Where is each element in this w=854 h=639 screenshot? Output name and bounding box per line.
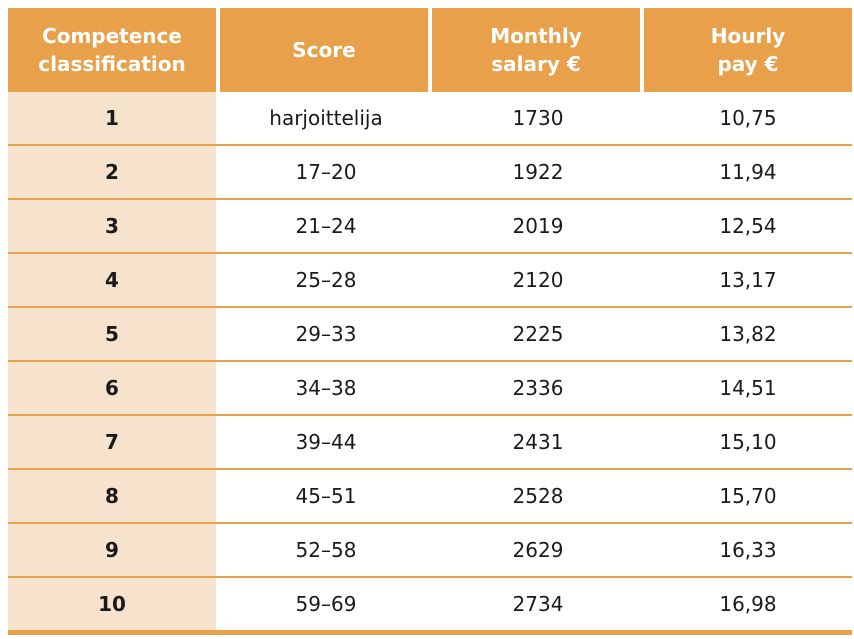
table-row: 10 59–69 2734 16,98 xyxy=(8,578,852,635)
table-row: 8 45–51 2528 15,70 xyxy=(8,470,852,524)
table-row: 5 29–33 2225 13,82 xyxy=(8,308,852,362)
table-cell: 2528 xyxy=(512,484,564,508)
table-cell: 1922 xyxy=(512,160,564,184)
table-cell: 6 xyxy=(8,362,216,414)
table-cell: 17–20 xyxy=(295,160,357,184)
table-cell: 1 xyxy=(8,92,216,144)
table-row: 6 34–38 2336 14,51 xyxy=(8,362,852,416)
table-cell: 13,82 xyxy=(719,322,777,346)
table-cell: 2336 xyxy=(512,376,564,400)
table-cell: 13,17 xyxy=(719,268,777,292)
table-cell: 16,33 xyxy=(719,538,777,562)
table-cell: 4 xyxy=(8,254,216,306)
table-cell: harjoittelija xyxy=(269,106,383,130)
table-cell: 34–38 xyxy=(295,376,357,400)
table-cell: 2734 xyxy=(512,592,564,616)
table-cell: 59–69 xyxy=(295,592,357,616)
table-cell: 45–51 xyxy=(295,484,357,508)
table-cell: 1730 xyxy=(512,106,564,130)
table-row: 1 harjoittelija 1730 10,75 xyxy=(8,92,852,146)
table-cell: 39–44 xyxy=(295,430,357,454)
header-row: Competence classification Score Monthly … xyxy=(8,8,852,92)
table-cell: 14,51 xyxy=(719,376,777,400)
table-cell: 12,54 xyxy=(719,214,777,238)
table-cell: 16,98 xyxy=(719,592,777,616)
table-cell: 5 xyxy=(8,308,216,360)
table-row: 4 25–28 2120 13,17 xyxy=(8,254,852,308)
table-cell: 29–33 xyxy=(295,322,357,346)
table-cell: 52–58 xyxy=(295,538,357,562)
table-cell: 15,10 xyxy=(719,430,777,454)
table-cell: 21–24 xyxy=(295,214,357,238)
table-cell: 2629 xyxy=(512,538,564,562)
table-body: 1 harjoittelija 1730 10,75 2 17–20 1922 11,94 3 2… xyxy=(8,92,852,635)
table-row: 2 17–20 1922 11,94 xyxy=(8,146,852,200)
header-text: Hourly pay € xyxy=(710,24,786,76)
table-cell: 2019 xyxy=(512,214,564,238)
table-cell: 2431 xyxy=(512,430,564,454)
table-row: 9 52–58 2629 16,33 xyxy=(8,524,852,578)
table-cell: 2 xyxy=(8,146,216,198)
header-cell: Hourly pay € xyxy=(644,8,852,92)
header-text: Competence classification xyxy=(38,24,186,76)
table-row: 3 21–24 2019 12,54 xyxy=(8,200,852,254)
table-cell: 2120 xyxy=(512,268,564,292)
table-cell: 7 xyxy=(8,416,216,468)
header-text: Score xyxy=(292,38,356,62)
table-cell: 2225 xyxy=(512,322,564,346)
header-cell: Competence classification xyxy=(8,8,216,92)
table-cell: 10 xyxy=(8,578,216,630)
header-cell: Monthly salary € xyxy=(432,8,640,92)
header-text: Monthly salary € xyxy=(490,24,582,76)
table-cell: 10,75 xyxy=(719,106,777,130)
table-cell: 8 xyxy=(8,470,216,522)
table-cell: 9 xyxy=(8,524,216,576)
table-cell: 3 xyxy=(8,200,216,252)
header-cell: Score xyxy=(220,8,428,92)
table-cell: 25–28 xyxy=(295,268,357,292)
table-cell: 11,94 xyxy=(719,160,777,184)
table-cell: 15,70 xyxy=(719,484,777,508)
table-row: 7 39–44 2431 15,10 xyxy=(8,416,852,470)
salary-table: Competence classification Score Monthly … xyxy=(8,8,852,635)
